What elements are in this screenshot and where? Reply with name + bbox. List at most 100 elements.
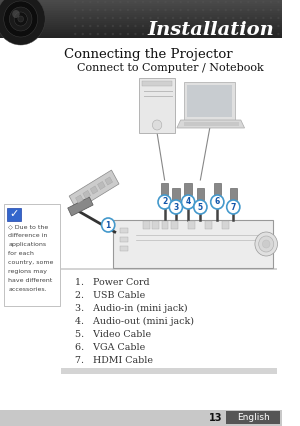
Circle shape (152, 120, 162, 130)
Circle shape (127, 33, 129, 35)
FancyBboxPatch shape (0, 17, 282, 19)
Circle shape (225, 17, 227, 19)
Text: English: English (237, 414, 269, 423)
Circle shape (240, 1, 242, 3)
Circle shape (179, 17, 182, 19)
Text: 7.   HDMI Cable: 7. HDMI Cable (75, 356, 153, 365)
FancyBboxPatch shape (0, 12, 282, 13)
Text: regions may: regions may (8, 269, 47, 274)
FancyBboxPatch shape (0, 26, 282, 29)
Circle shape (217, 9, 219, 11)
FancyBboxPatch shape (196, 188, 204, 200)
FancyBboxPatch shape (0, 30, 282, 32)
Circle shape (164, 25, 167, 27)
Circle shape (240, 17, 242, 19)
Circle shape (89, 25, 92, 27)
Circle shape (74, 1, 76, 3)
Circle shape (149, 33, 152, 35)
Circle shape (134, 33, 136, 35)
Circle shape (255, 25, 257, 27)
Circle shape (134, 1, 136, 3)
FancyBboxPatch shape (184, 122, 239, 126)
Circle shape (119, 33, 122, 35)
FancyBboxPatch shape (0, 4, 282, 6)
FancyBboxPatch shape (142, 81, 172, 86)
Text: 2.   USB Cable: 2. USB Cable (75, 291, 146, 300)
Circle shape (194, 9, 197, 11)
Circle shape (164, 17, 167, 19)
FancyBboxPatch shape (0, 9, 282, 12)
Text: 7: 7 (231, 202, 236, 211)
FancyBboxPatch shape (0, 23, 282, 25)
Circle shape (119, 1, 122, 3)
FancyBboxPatch shape (184, 82, 235, 120)
Circle shape (82, 9, 84, 11)
Polygon shape (69, 170, 119, 210)
Circle shape (225, 33, 227, 35)
Circle shape (255, 1, 257, 3)
Circle shape (89, 33, 92, 35)
Circle shape (262, 33, 265, 35)
FancyBboxPatch shape (184, 183, 192, 195)
FancyBboxPatch shape (230, 188, 237, 200)
Circle shape (202, 25, 204, 27)
Circle shape (127, 1, 129, 3)
Circle shape (187, 9, 189, 11)
Circle shape (194, 33, 197, 35)
Text: Installation: Installation (148, 21, 275, 39)
Circle shape (82, 33, 84, 35)
Circle shape (158, 195, 171, 209)
Circle shape (255, 232, 278, 256)
Circle shape (104, 1, 106, 3)
Circle shape (227, 200, 240, 214)
FancyBboxPatch shape (143, 221, 150, 229)
Circle shape (157, 1, 159, 3)
Circle shape (247, 25, 250, 27)
Polygon shape (177, 120, 244, 128)
Circle shape (247, 1, 250, 3)
Circle shape (210, 25, 212, 27)
Text: 1.   Power Cord: 1. Power Cord (75, 278, 150, 287)
Circle shape (262, 25, 265, 27)
FancyBboxPatch shape (0, 34, 282, 36)
Circle shape (157, 17, 159, 19)
Circle shape (202, 33, 204, 35)
Circle shape (142, 25, 144, 27)
FancyBboxPatch shape (0, 410, 282, 426)
Circle shape (179, 9, 182, 11)
Text: for each: for each (8, 251, 34, 256)
Circle shape (134, 25, 136, 27)
Circle shape (259, 236, 274, 252)
Circle shape (112, 33, 114, 35)
Circle shape (172, 1, 174, 3)
Circle shape (247, 9, 250, 11)
Circle shape (225, 1, 227, 3)
FancyBboxPatch shape (188, 221, 195, 229)
Text: 1: 1 (106, 221, 111, 230)
Text: ✓: ✓ (9, 209, 19, 219)
Circle shape (82, 1, 84, 3)
FancyBboxPatch shape (0, 21, 282, 23)
Circle shape (102, 218, 115, 232)
Polygon shape (76, 195, 83, 203)
Text: 3: 3 (173, 202, 178, 211)
Circle shape (225, 9, 227, 11)
Circle shape (74, 25, 76, 27)
Circle shape (202, 1, 204, 3)
FancyBboxPatch shape (61, 268, 278, 270)
FancyBboxPatch shape (0, 15, 282, 17)
Circle shape (0, 0, 45, 45)
Circle shape (277, 9, 280, 11)
Circle shape (262, 1, 265, 3)
Circle shape (157, 9, 159, 11)
Circle shape (127, 9, 129, 11)
Circle shape (104, 33, 106, 35)
Circle shape (18, 16, 23, 22)
FancyBboxPatch shape (226, 411, 280, 424)
FancyBboxPatch shape (139, 78, 175, 133)
Text: 5.   Video Cable: 5. Video Cable (75, 330, 152, 339)
Circle shape (74, 33, 76, 35)
Circle shape (232, 1, 234, 3)
Circle shape (270, 9, 272, 11)
Circle shape (232, 17, 234, 19)
